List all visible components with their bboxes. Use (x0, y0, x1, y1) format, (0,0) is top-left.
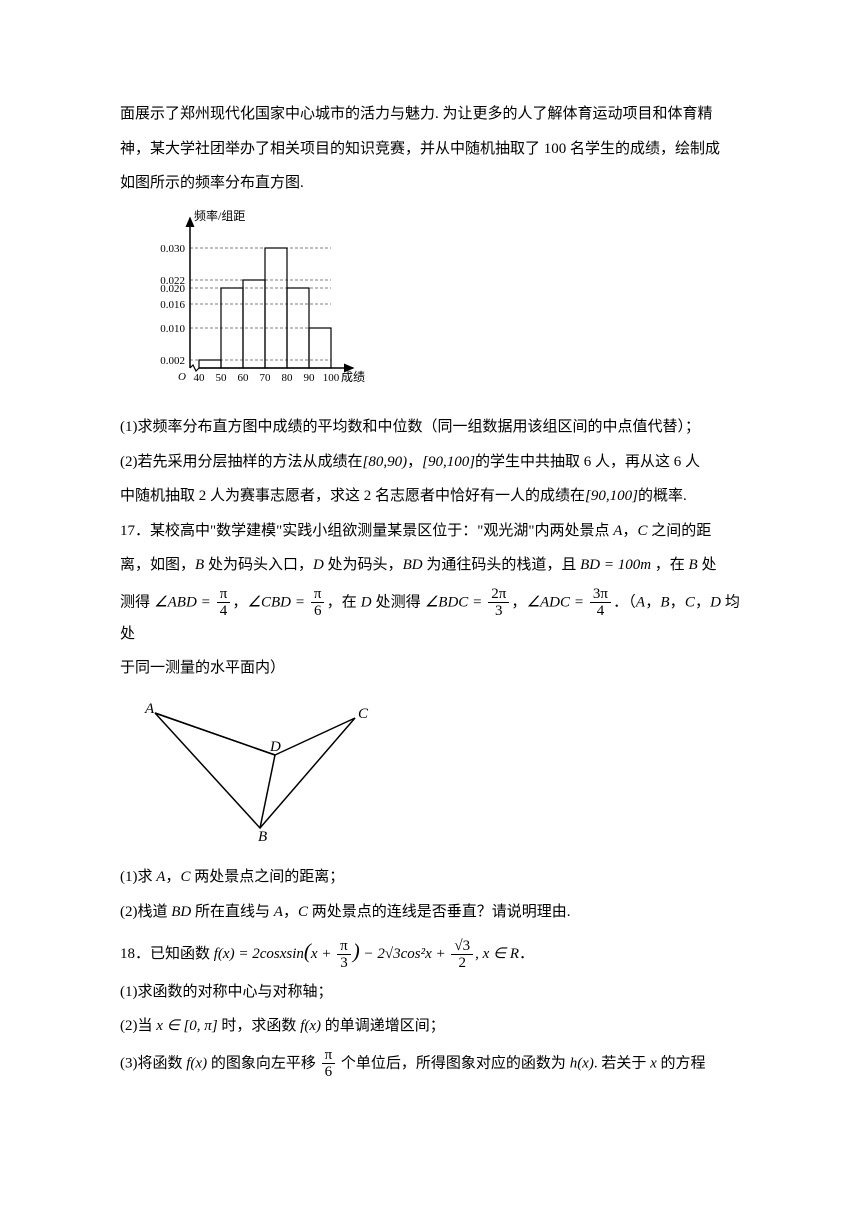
svg-text:0.022: 0.022 (160, 275, 185, 287)
geometry-figure: A B C D (140, 693, 740, 854)
q17-line2: 离，如图，B 处为码头入口，D 处为码头，BD 为通往码头的栈道，且 BD = … (120, 551, 740, 580)
svg-text:O: O (178, 371, 186, 383)
q17-line1: 17．某校高中"数学建模"实践小组欲测量某景区位于："观光湖"内两处景点 A，C… (120, 517, 740, 546)
q17-part1: (1)求 A，C 两处景点之间的距离； (120, 863, 740, 892)
svg-text:0.016: 0.016 (160, 299, 185, 311)
svg-text:50: 50 (216, 372, 228, 384)
svg-text:100: 100 (323, 372, 340, 384)
svg-text:0.030: 0.030 (160, 243, 185, 255)
q17-line3: 测得 ∠ABD = π4，∠CBD = π6，在 D 处测得 ∠BDC = 2π… (120, 586, 740, 649)
intro-line3: 如图所示的频率分布直方图. (120, 169, 740, 198)
intro-line1: 面展示了郑州现代化国家中心城市的活力与魅力. 为让更多的人了解体育运动项目和体育… (120, 100, 740, 129)
svg-text:70: 70 (260, 372, 272, 384)
q18-part3: (3)将函数 f(x) 的图象向左平移 π6 个单位后，所得图象对应的函数为 h… (120, 1047, 740, 1081)
q16-part1: (1)求频率分布直方图中成绩的平均数和中位数（同一组数据用该组区间的中点值代替）… (120, 413, 740, 442)
svg-text:90: 90 (304, 372, 316, 384)
geo-label-b: B (258, 829, 267, 843)
q18-line1: 18．已知函数 f(x) = 2cosxsin(x + π3) − 2√3cos… (120, 932, 740, 972)
intro-line2: 神，某大学社团举办了相关项目的知识竞赛，并从中随机抽取了 100 名学生的成绩，… (120, 135, 740, 164)
svg-text:40: 40 (194, 372, 206, 384)
svg-text:60: 60 (238, 372, 250, 384)
q16-part2-line1: (2)若先采用分层抽样的方法从成绩在[80,90)，[90,100]的学生中共抽… (120, 448, 740, 477)
histogram-svg: O频率/组距0.0020.0100.0160.0200.0220.0304050… (140, 208, 370, 393)
geo-label-d: D (269, 739, 281, 755)
svg-text:0.010: 0.010 (160, 323, 185, 335)
q18-part1: (1)求函数的对称中心与对称轴； (120, 978, 740, 1007)
q16-part2-line2: 中随机抽取 2 人为赛事志愿者，求这 2 名志愿者中恰好有一人的成绩在[90,1… (120, 482, 740, 511)
histogram-figure: O频率/组距0.0020.0100.0160.0200.0220.0304050… (140, 208, 740, 404)
svg-text:80: 80 (282, 372, 294, 384)
q17-part2: (2)栈道 BD 所在直线与 A，C 两处景点的连线是否垂直？请说明理由. (120, 898, 740, 927)
svg-text:0.002: 0.002 (160, 355, 185, 367)
geo-label-a: A (144, 701, 155, 717)
q18-part2: (2)当 x ∈ [0, π] 时，求函数 f(x) 的单调递增区间； (120, 1012, 740, 1041)
geometry-svg: A B C D (140, 693, 380, 843)
q17-line4: 于同一测量的水平面内） (120, 654, 740, 683)
geo-label-c: C (358, 706, 369, 722)
svg-text:成绩: 成绩 (341, 370, 365, 384)
svg-text:频率/组距: 频率/组距 (194, 208, 245, 223)
